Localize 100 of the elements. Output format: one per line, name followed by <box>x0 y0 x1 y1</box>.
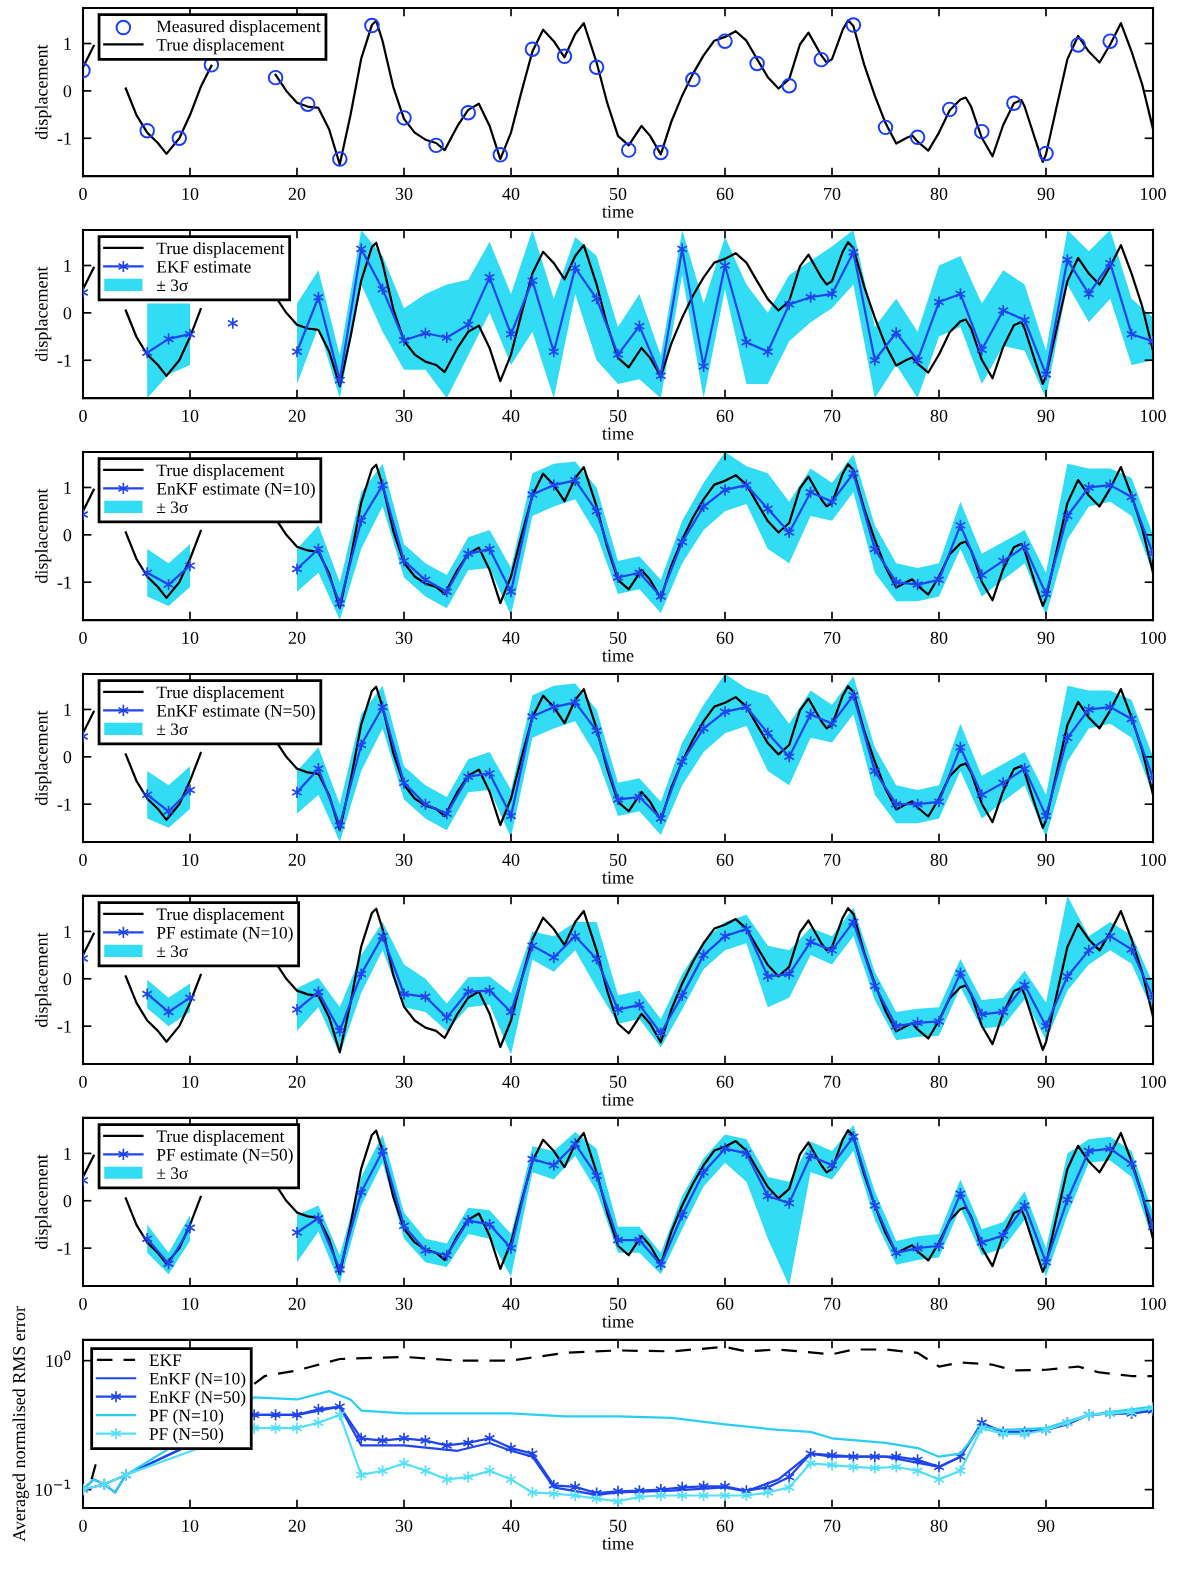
x-tick-label: 80 <box>930 1075 948 1088</box>
legend-label: ± 3σ <box>157 1167 188 1180</box>
x-tick-label: 80 <box>930 631 948 644</box>
y-tick-label: 0 <box>63 307 72 320</box>
legend-label: EnKF (N=50) <box>149 1390 246 1407</box>
legend-label: EnKF (N=10) <box>149 1372 246 1389</box>
x-tick-label: 0 <box>79 409 87 422</box>
x-tick-label: 10 <box>182 1075 199 1088</box>
y-tick-label: 1 <box>64 37 71 50</box>
x-tick-label: 80 <box>930 409 948 422</box>
x-tick-label: 50 <box>610 187 627 200</box>
y-tick-label: 0 <box>63 1195 72 1208</box>
x-tick-label: 60 <box>716 1519 734 1532</box>
legend-label: ± 3σ <box>157 501 188 514</box>
x-tick-label: 60 <box>716 1075 734 1088</box>
x-tick-label: 50 <box>610 853 627 866</box>
x-tick-label: 80 <box>930 1519 948 1532</box>
x-tick-label: 70 <box>824 853 841 866</box>
x-tick-label: 30 <box>395 1297 413 1310</box>
legend-label: True displacement <box>156 242 285 258</box>
x-tick-label: 20 <box>288 1297 306 1310</box>
x-tick-label: 70 <box>824 187 841 200</box>
x-axis-title: time <box>602 1315 634 1328</box>
x-tick-label: 100 <box>1141 409 1166 422</box>
x-axis-title: time <box>602 427 634 440</box>
x-tick-label: 0 <box>79 1519 87 1532</box>
y-axis-title: displacement <box>34 44 52 140</box>
x-tick-label: 60 <box>716 1297 734 1310</box>
legend-label: ± 3σ <box>157 279 188 292</box>
y-axis-title: displacement <box>34 710 52 805</box>
y-tick-label: -1 <box>57 798 71 811</box>
x-tick-label: 90 <box>1037 631 1055 644</box>
legend-label: EnKF estimate (N=10) <box>156 482 315 499</box>
x-tick-label: 90 <box>1037 409 1055 422</box>
x-tick-label: 20 <box>288 1519 306 1532</box>
x-tick-label: 40 <box>502 853 520 866</box>
legend-label: PF (N=10) <box>149 1409 224 1425</box>
x-tick-label: 90 <box>1037 187 1055 200</box>
x-tick-label: 90 <box>1037 1297 1055 1310</box>
x-tick-label: 60 <box>716 409 734 422</box>
legend-label: PF (N=50) <box>149 1427 224 1444</box>
x-tick-label: 30 <box>395 409 413 422</box>
y-tick-label: 0 <box>63 529 72 542</box>
x-tick-label: 100 <box>1141 853 1166 866</box>
y-axis-title: displacement <box>34 488 52 584</box>
x-tick-label: 10 <box>182 631 199 644</box>
legend-label: ± 3σ <box>157 723 188 736</box>
x-tick-label: 50 <box>610 1519 627 1532</box>
legend-label: PF estimate (N=50) <box>156 1148 293 1165</box>
y-tick-label: -1 <box>57 1020 71 1033</box>
x-axis-title: time <box>602 1537 634 1550</box>
y-tick-label: -1 <box>57 132 71 145</box>
y-tick-label: 0 <box>63 85 72 98</box>
x-tick-label: 40 <box>502 409 520 422</box>
x-tick-label: 70 <box>824 1297 841 1310</box>
x-tick-label: 30 <box>395 1075 413 1088</box>
y-tick-label: 1 <box>64 1147 71 1160</box>
legend-label: True displacement <box>156 1129 285 1146</box>
x-tick-label: 10 <box>182 1297 199 1310</box>
x-tick-label: 50 <box>610 1297 627 1310</box>
x-tick-label: 40 <box>502 1297 520 1310</box>
y-tick-label: -1 <box>57 576 71 589</box>
x-tick-label: 20 <box>288 853 306 866</box>
x-tick-label: 70 <box>824 631 841 644</box>
x-tick-label: 100 <box>1141 187 1166 200</box>
x-tick-label: 90 <box>1037 1519 1055 1532</box>
x-axis-title: time <box>602 649 634 662</box>
x-tick-label: 30 <box>395 853 413 866</box>
x-tick-label: 30 <box>395 187 413 200</box>
x-tick-label: 100 <box>1141 631 1166 644</box>
legend-label: True displacement <box>156 907 285 924</box>
y-tick-label: 10$^{−1}$ <box>36 1479 71 1496</box>
x-tick-label: 70 <box>824 1519 841 1532</box>
x-tick-label: 50 <box>610 409 627 422</box>
x-tick-label: 80 <box>930 1297 948 1310</box>
x-tick-label: 30 <box>395 1519 413 1532</box>
x-tick-label: 0 <box>79 187 87 200</box>
legend-label: True displacement <box>156 685 285 702</box>
x-tick-label: 80 <box>930 853 948 866</box>
legend-label: True displacement <box>156 463 285 480</box>
x-axis-title: time <box>602 205 634 218</box>
legend-label: ± 3σ <box>157 945 188 958</box>
y-tick-label: 0 <box>63 751 72 764</box>
x-tick-label: 10 <box>182 1519 199 1532</box>
x-axis-title: time <box>602 1093 634 1106</box>
legend-label: True displacement <box>156 38 285 55</box>
x-tick-label: 70 <box>824 1075 841 1088</box>
legend-label: EnKF estimate (N=50) <box>156 704 315 721</box>
x-tick-label: 90 <box>1037 853 1055 866</box>
y-tick-label: 1 <box>64 925 71 938</box>
x-tick-label: 100 <box>1141 1075 1166 1088</box>
x-tick-label: 40 <box>502 1075 520 1088</box>
x-tick-label: 40 <box>502 187 520 200</box>
y-tick-label: 1 <box>64 259 71 272</box>
x-tick-label: 0 <box>79 1075 87 1088</box>
x-tick-label: 20 <box>288 631 306 644</box>
x-tick-label: 0 <box>79 631 87 644</box>
x-tick-label: 100 <box>1141 1297 1166 1310</box>
y-tick-label: -1 <box>57 1242 71 1255</box>
x-tick-label: 20 <box>288 187 306 200</box>
